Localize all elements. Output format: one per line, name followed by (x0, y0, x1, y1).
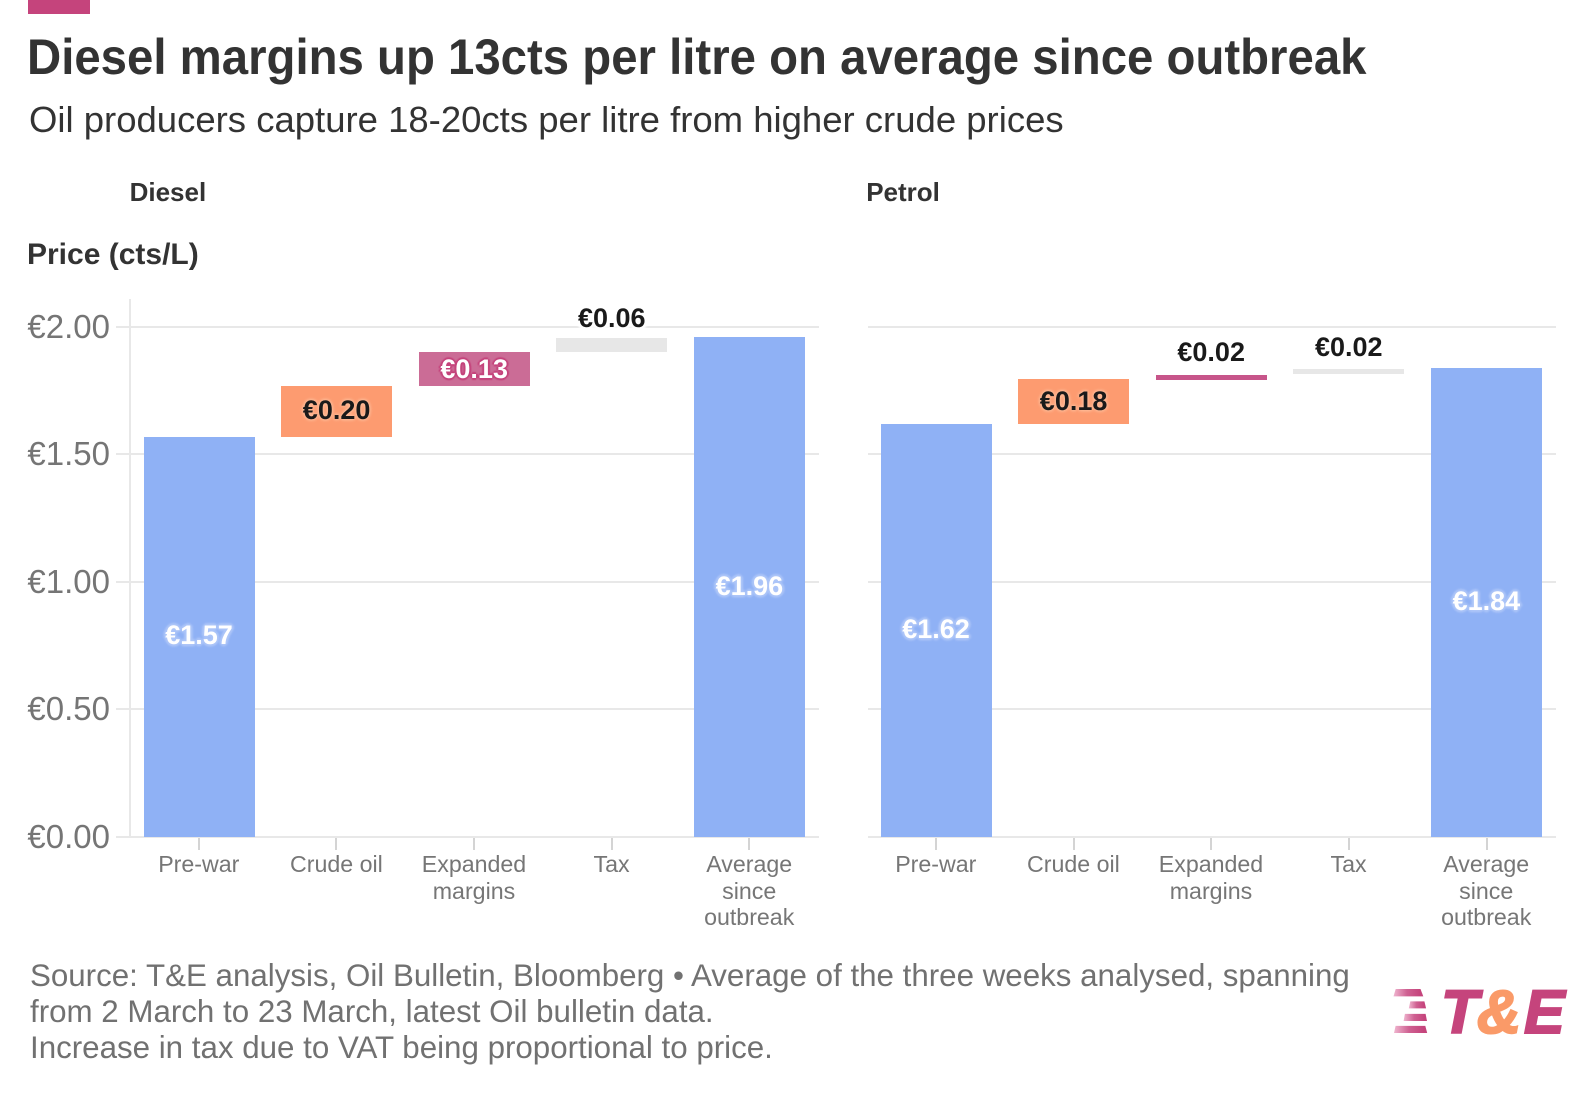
svg-text:E: E (1524, 983, 1567, 1039)
svg-text:&: & (1477, 983, 1521, 1039)
svg-text:T: T (1441, 983, 1483, 1039)
